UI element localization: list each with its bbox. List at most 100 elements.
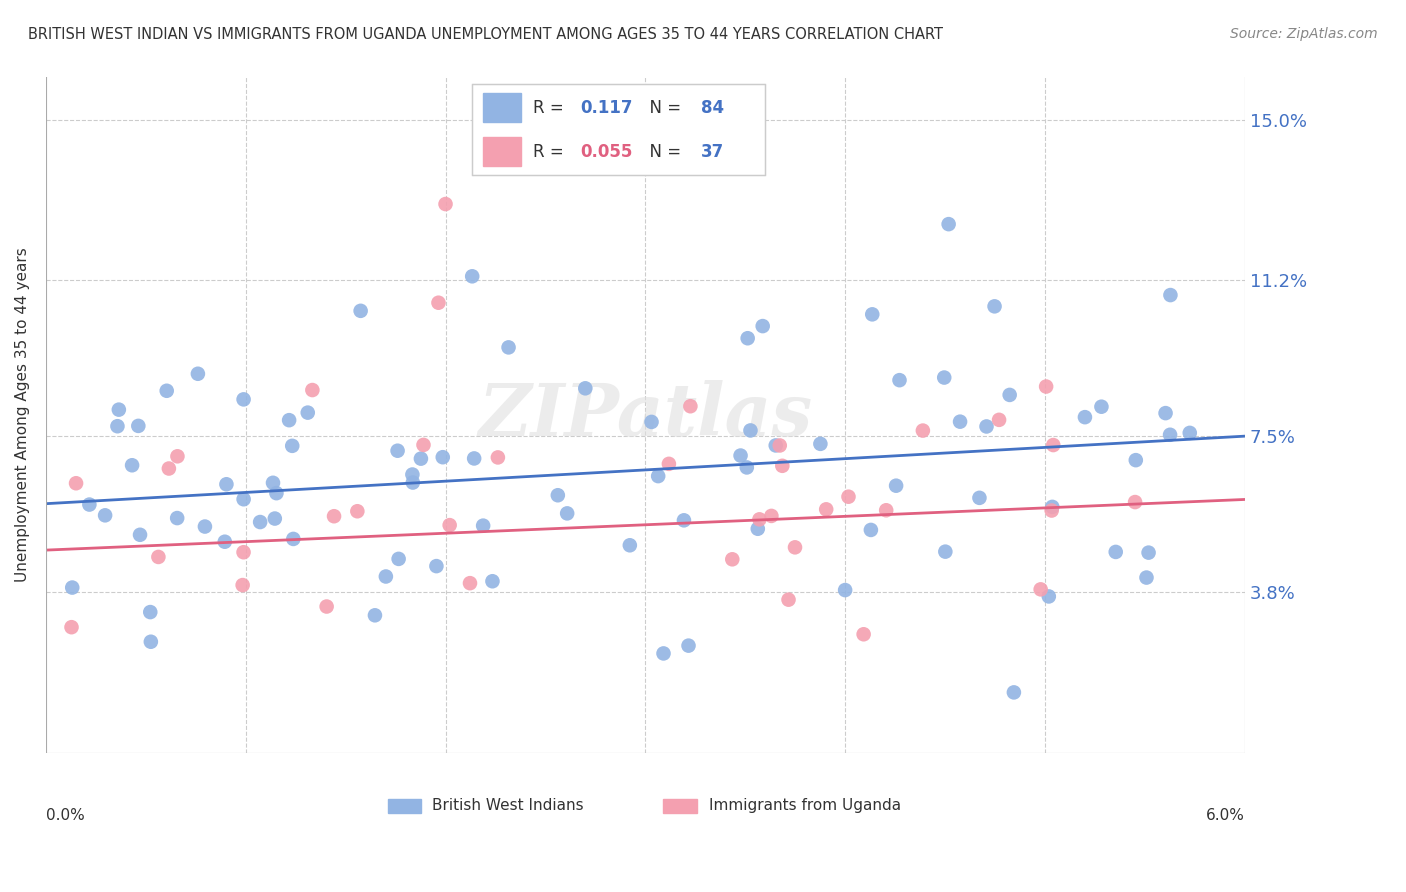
- Point: [486, 450, 509, 465]
- Point: [765, 438, 787, 452]
- Point: [79, 498, 101, 512]
- Point: [1035, 379, 1057, 393]
- Point: [463, 451, 485, 466]
- Point: [323, 509, 346, 524]
- Point: [783, 541, 806, 555]
- Point: [747, 522, 769, 536]
- Point: [751, 319, 773, 334]
- Point: [215, 477, 238, 491]
- Point: [640, 415, 662, 429]
- Point: [678, 639, 700, 653]
- Point: [281, 439, 304, 453]
- Point: [301, 383, 323, 397]
- Point: [547, 488, 569, 502]
- Point: [1154, 406, 1177, 420]
- Point: [860, 307, 883, 321]
- Point: [107, 419, 129, 434]
- Point: [1125, 453, 1147, 467]
- Point: [815, 502, 838, 516]
- Point: [157, 461, 180, 475]
- Point: [1040, 500, 1063, 514]
- Point: [808, 437, 831, 451]
- Point: [737, 331, 759, 345]
- Point: [94, 508, 117, 523]
- Point: [156, 384, 179, 398]
- Point: [852, 627, 875, 641]
- Text: 6.0%: 6.0%: [1206, 807, 1244, 822]
- Point: [769, 438, 792, 452]
- Point: [859, 523, 882, 537]
- Point: [387, 443, 409, 458]
- Point: [434, 197, 457, 211]
- Point: [934, 370, 956, 384]
- Point: [1159, 427, 1181, 442]
- Point: [127, 418, 149, 433]
- Point: [735, 460, 758, 475]
- Point: [748, 512, 770, 526]
- Point: [658, 457, 681, 471]
- Point: [1159, 288, 1181, 302]
- Point: [65, 476, 87, 491]
- Point: [427, 295, 450, 310]
- Point: [998, 388, 1021, 402]
- Point: [266, 486, 288, 500]
- Point: [770, 458, 793, 473]
- Bar: [388, 798, 422, 814]
- Point: [889, 373, 911, 387]
- Point: [278, 413, 301, 427]
- Point: [139, 605, 162, 619]
- Point: [461, 269, 484, 284]
- Text: BRITISH WEST INDIAN VS IMMIGRANTS FROM UGANDA UNEMPLOYMENT AMONG AGES 35 TO 44 Y: BRITISH WEST INDIAN VS IMMIGRANTS FROM U…: [28, 27, 943, 42]
- Point: [232, 492, 254, 507]
- Point: [60, 581, 83, 595]
- Point: [402, 475, 425, 490]
- Bar: [664, 798, 697, 814]
- Point: [346, 504, 368, 518]
- Point: [875, 503, 897, 517]
- Point: [983, 299, 1005, 313]
- Point: [1029, 582, 1052, 597]
- Point: [498, 340, 520, 354]
- Point: [1038, 590, 1060, 604]
- Point: [425, 559, 447, 574]
- Point: [911, 424, 934, 438]
- Point: [432, 450, 454, 465]
- Point: [249, 515, 271, 529]
- Point: [1040, 503, 1063, 517]
- Point: [187, 367, 209, 381]
- Point: [730, 449, 752, 463]
- Point: [388, 552, 411, 566]
- Point: [166, 511, 188, 525]
- Point: [481, 574, 503, 589]
- Point: [472, 518, 495, 533]
- Point: [412, 438, 434, 452]
- Point: [315, 599, 337, 614]
- Point: [647, 469, 669, 483]
- Point: [949, 415, 972, 429]
- Point: [297, 406, 319, 420]
- Point: [969, 491, 991, 505]
- Point: [139, 634, 162, 648]
- Point: [619, 538, 641, 552]
- Point: [283, 532, 305, 546]
- Point: [121, 458, 143, 473]
- Point: [194, 519, 217, 533]
- Point: [232, 545, 254, 559]
- Point: [148, 549, 170, 564]
- Point: [1178, 425, 1201, 440]
- Point: [672, 513, 695, 527]
- Point: [458, 576, 481, 591]
- Point: [938, 217, 960, 231]
- Y-axis label: Unemployment Among Ages 35 to 44 years: Unemployment Among Ages 35 to 44 years: [15, 248, 30, 582]
- Point: [214, 534, 236, 549]
- Point: [374, 569, 396, 583]
- Point: [60, 620, 83, 634]
- Point: [232, 392, 254, 407]
- Point: [263, 511, 285, 525]
- Text: British West Indians: British West Indians: [432, 797, 583, 813]
- Text: Source: ZipAtlas.com: Source: ZipAtlas.com: [1230, 27, 1378, 41]
- Point: [1074, 410, 1097, 425]
- Point: [988, 413, 1011, 427]
- Point: [555, 507, 578, 521]
- Point: [884, 479, 907, 493]
